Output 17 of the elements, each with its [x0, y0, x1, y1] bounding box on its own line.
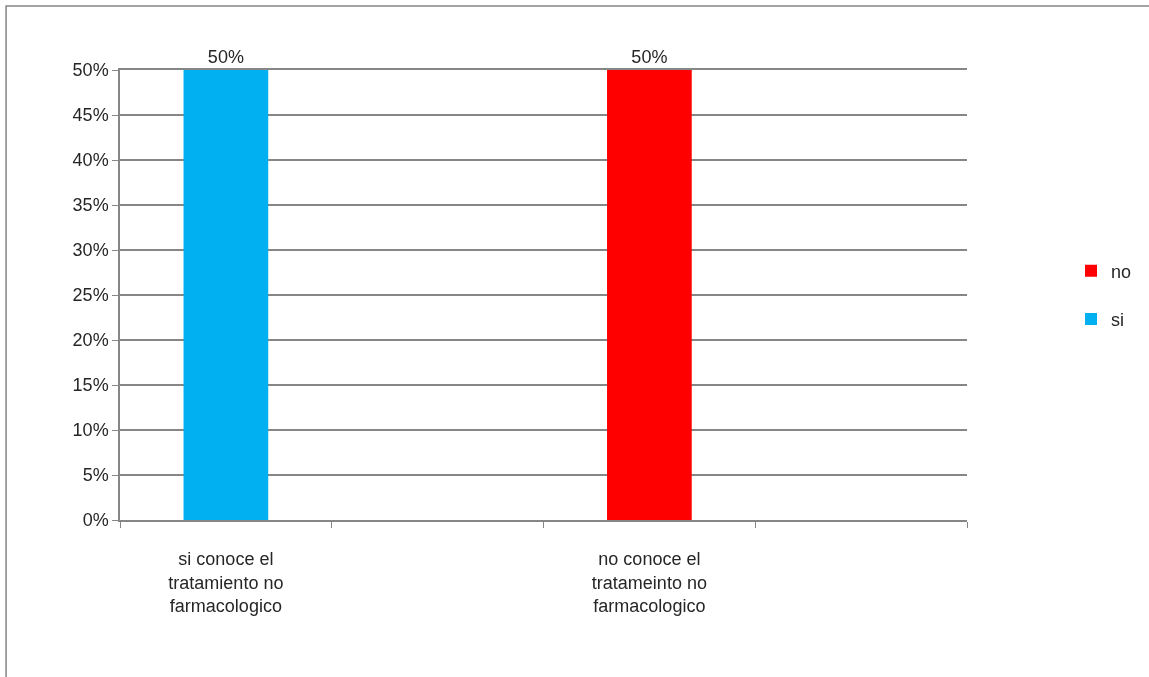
y-tick-label: 35% [72, 195, 109, 216]
y-tick-label: 45% [72, 105, 109, 126]
y-tick-label: 25% [72, 285, 109, 306]
y-tick-label: 20% [72, 330, 109, 351]
y-tick-label: 40% [72, 150, 109, 171]
x-tick-label: si conoce el tratamiento no farmacologico [168, 549, 284, 617]
y-tick-label: 5% [82, 465, 109, 486]
data-label: 50% [631, 47, 668, 67]
y-tick-label: 30% [72, 240, 109, 261]
y-tick-label: 50% [72, 60, 109, 81]
data-label: 50% [207, 47, 244, 67]
y-tick-label: 15% [72, 375, 109, 396]
legend-label: no [1111, 261, 1132, 282]
x-tick-label: no conoce el tratameinto no farmacologico [591, 549, 707, 617]
legend-label: si [1111, 310, 1125, 331]
y-tick-label: 0% [82, 510, 109, 531]
y-tick-label: 10% [72, 420, 109, 441]
